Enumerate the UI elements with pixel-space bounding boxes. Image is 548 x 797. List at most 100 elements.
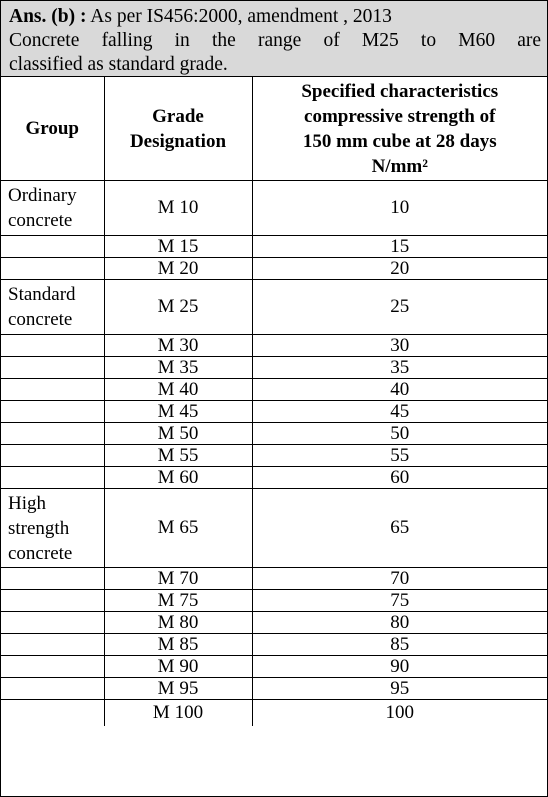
table-row: Ordinary concrete M 10 10 <box>1 180 547 236</box>
strength-cell: 75 <box>251 589 547 612</box>
table-row: High strength concrete M 65 65 <box>1 488 547 568</box>
grade-cell: M 60 <box>103 466 253 489</box>
intro-line-2: Concrete falling in the range of M25 to … <box>9 29 541 53</box>
grade-cell: M 95 <box>103 677 253 700</box>
intro-word: Concrete <box>9 30 80 51</box>
grade-cell: M 80 <box>103 611 253 634</box>
table-body: Ordinary concrete M 10 10 M 15 15 M 20 20 Standa… <box>1 180 547 726</box>
table-row: M 70 70 <box>1 567 547 590</box>
group-cell <box>1 699 105 726</box>
grade-cell: M 50 <box>103 422 253 445</box>
strength-cell: 35 <box>251 356 547 379</box>
grade-cell: M 70 <box>103 567 253 590</box>
group-cell <box>1 334 105 357</box>
group-cell <box>1 257 105 280</box>
grade-cell: M 90 <box>103 655 253 678</box>
group-cell <box>1 400 105 423</box>
strength-cell: 65 <box>251 488 547 568</box>
group-cell <box>1 589 105 612</box>
group-label-line: concrete <box>8 210 73 231</box>
intro-word: the <box>211 30 236 51</box>
strength-cell: 95 <box>251 677 547 700</box>
header-grade: Grade Designation <box>103 77 253 181</box>
header-strength-line: N/mm² <box>371 155 428 177</box>
header-grade-line: Designation <box>129 130 227 152</box>
intro-word: falling <box>101 30 153 51</box>
answer-intro: Ans. (b) : As per IS456:2000, amendment … <box>1 1 547 77</box>
strength-cell: 10 <box>251 180 547 236</box>
table-row: M 20 20 <box>1 257 547 280</box>
group-cell <box>1 235 105 258</box>
grade-cell: M 15 <box>103 235 253 258</box>
strength-cell: 20 <box>251 257 547 280</box>
group-cell: Standard concrete <box>1 279 105 335</box>
answer-tag: Ans. (b) : <box>9 6 87 27</box>
group-label-line: concrete <box>8 542 73 564</box>
strength-cell: 55 <box>251 444 547 467</box>
table-row: M 75 75 <box>1 589 547 612</box>
grade-cell: M 35 <box>103 356 253 379</box>
group-label-line: High <box>8 492 46 514</box>
strength-cell: 50 <box>251 422 547 445</box>
strength-cell: 85 <box>251 633 547 656</box>
table-row: M 50 50 <box>1 422 547 445</box>
strength-cell: 25 <box>251 279 547 335</box>
header-strength-line: 150 mm cube at 28 days <box>302 130 497 152</box>
concrete-grade-table: Group Grade Designation Specified charac… <box>1 77 547 726</box>
strength-cell: 70 <box>251 567 547 590</box>
table-row: M 15 15 <box>1 235 547 258</box>
grade-cell: M 55 <box>103 444 253 467</box>
strength-cell: 30 <box>251 334 547 357</box>
header-group-label: Group <box>25 118 79 139</box>
table-row: M 55 55 <box>1 444 547 467</box>
header-grade-line: Grade <box>152 105 204 127</box>
grade-cell: M 100 <box>103 699 253 726</box>
table-row: M 95 95 <box>1 677 547 700</box>
intro-word: in <box>174 30 190 51</box>
table-row: M 100 100 <box>1 699 547 726</box>
group-cell <box>1 677 105 700</box>
group-cell <box>1 567 105 590</box>
strength-cell: 45 <box>251 400 547 423</box>
header-strength-line: Specified characteristics <box>301 80 499 102</box>
intro-word: M25 <box>361 30 399 51</box>
grade-cell: M 85 <box>103 633 253 656</box>
table-row: M 30 30 <box>1 334 547 357</box>
intro-word: are <box>517 30 542 51</box>
table-header-row: Group Grade Designation Specified charac… <box>1 77 547 181</box>
grade-cell: M 30 <box>103 334 253 357</box>
grade-cell: M 75 <box>103 589 253 612</box>
header-strength: Specified characteristics compressive st… <box>251 77 547 181</box>
group-cell <box>1 422 105 445</box>
header-strength-line: compressive strength of <box>304 105 496 127</box>
group-cell <box>1 444 105 467</box>
group-label-line: strength <box>8 517 70 539</box>
group-label-line: Standard <box>8 284 76 305</box>
table-row: Standard concrete M 25 25 <box>1 279 547 335</box>
grade-cell: M 65 <box>103 488 253 568</box>
group-cell <box>1 378 105 401</box>
strength-cell: 60 <box>251 466 547 489</box>
header-group: Group <box>1 77 105 181</box>
group-label-line: concrete <box>8 309 73 330</box>
standard-reference: As per IS456:2000, amendment , 2013 <box>86 6 392 27</box>
group-label-line: Ordinary <box>8 185 77 206</box>
intro-word: M60 <box>458 30 496 51</box>
intro-word: range <box>257 30 302 51</box>
group-cell <box>1 466 105 489</box>
intro-word: to <box>420 30 437 51</box>
table-row: M 45 45 <box>1 400 547 423</box>
strength-cell: 100 <box>251 699 547 726</box>
table-row: M 35 35 <box>1 356 547 379</box>
table-row: M 80 80 <box>1 611 547 634</box>
group-cell: High strength concrete <box>1 488 105 568</box>
grade-cell: M 25 <box>103 279 253 335</box>
group-cell <box>1 356 105 379</box>
grade-cell: M 40 <box>103 378 253 401</box>
group-cell <box>1 633 105 656</box>
intro-line-3: classified as standard grade. <box>9 54 228 75</box>
table-row: M 60 60 <box>1 466 547 489</box>
grade-cell: M 10 <box>103 180 253 236</box>
group-cell <box>1 611 105 634</box>
